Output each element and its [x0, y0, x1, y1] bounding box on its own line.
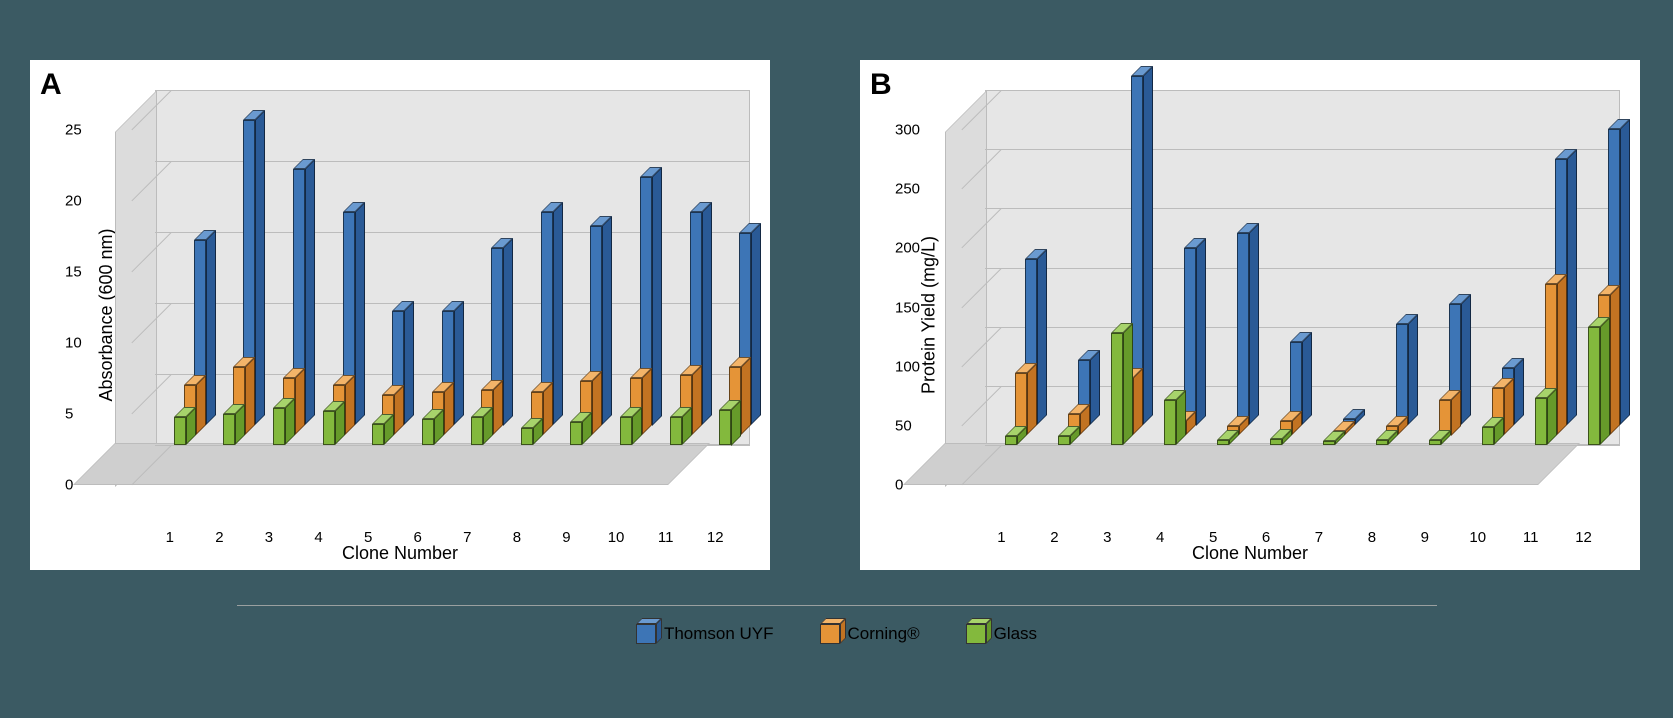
x-tick-label: 4 [314, 529, 322, 546]
y-tick-label: 50 [895, 417, 941, 434]
legend-label: Glass [994, 624, 1037, 644]
chart-floor [903, 443, 1580, 485]
bar [323, 411, 335, 445]
bar [1270, 439, 1282, 445]
bar [1376, 440, 1388, 445]
bar [223, 414, 235, 445]
y-tick-label: 0 [895, 477, 941, 494]
bar [570, 422, 582, 445]
legend-divider [237, 605, 1437, 606]
bar [273, 408, 285, 445]
panel-b: B Protein Yield (mg/L) Clone Number 0501… [860, 60, 1640, 570]
gridline [985, 445, 1620, 446]
bar [1323, 441, 1335, 445]
y-tick-label: 100 [895, 358, 941, 375]
gridline [155, 445, 750, 446]
x-tick-label: 2 [215, 529, 223, 546]
y-tick-label: 10 [65, 335, 111, 352]
legend-item: Glass [966, 624, 1037, 644]
bar [1005, 436, 1017, 445]
legend-label: Thomson UYF [664, 624, 774, 644]
legend-item: Corning® [820, 624, 920, 644]
panel-letter-b: B [870, 68, 892, 102]
legend-swatch-icon [966, 624, 986, 644]
x-tick-label: 4 [1156, 529, 1164, 546]
chart-side-wall [115, 90, 157, 487]
x-tick-label: 7 [1315, 529, 1323, 546]
x-tick-label: 5 [1209, 529, 1217, 546]
xlabel-a: Clone Number [342, 543, 458, 564]
y-tick-label: 250 [895, 181, 941, 198]
x-tick-label: 12 [1575, 529, 1592, 546]
bar [1429, 440, 1441, 445]
bar [372, 424, 384, 445]
xlabel-b: Clone Number [1192, 543, 1308, 564]
legend: Thomson UYF Corning® Glass [237, 605, 1437, 644]
x-tick-label: 6 [414, 529, 422, 546]
x-tick-label: 1 [166, 529, 174, 546]
legend-item: Thomson UYF [636, 624, 774, 644]
x-tick-label: 3 [265, 529, 273, 546]
x-tick-label: 10 [1469, 529, 1486, 546]
bar [1164, 400, 1176, 445]
x-tick-label: 11 [1523, 529, 1539, 546]
x-tick-label: 6 [1262, 529, 1270, 546]
bar [174, 417, 186, 445]
x-tick-label: 9 [562, 529, 570, 546]
y-tick-label: 25 [65, 122, 111, 139]
bar [1588, 327, 1600, 445]
x-tick-label: 11 [658, 529, 674, 546]
x-tick-label: 9 [1421, 529, 1429, 546]
bar [1217, 440, 1229, 445]
legend-swatch-icon [820, 624, 840, 644]
panel-letter-a: A [40, 68, 62, 102]
bar [719, 410, 731, 446]
bars-layer [155, 90, 750, 445]
panel-a: A Absorbance (600 nm) Clone Number 05101… [30, 60, 770, 570]
bar [521, 428, 533, 445]
bar [620, 417, 632, 445]
bar [1482, 427, 1494, 445]
chart-floor [73, 443, 710, 485]
bars-layer [985, 90, 1620, 445]
bar [670, 417, 682, 445]
chart-a: 0510152025123456789101112 [115, 90, 750, 485]
bar [1535, 398, 1547, 445]
y-tick-label: 300 [895, 122, 941, 139]
x-tick-label: 7 [463, 529, 471, 546]
x-tick-label: 10 [608, 529, 625, 546]
ylabel-a: Absorbance (600 nm) [96, 228, 117, 401]
bar [471, 417, 483, 445]
bar [1184, 248, 1196, 426]
legend-label: Corning® [848, 624, 920, 644]
y-tick-label: 0 [65, 477, 111, 494]
x-tick-label: 12 [707, 529, 724, 546]
bar [1058, 436, 1070, 445]
bar [422, 419, 434, 445]
y-tick-label: 150 [895, 299, 941, 316]
x-tick-label: 8 [513, 529, 521, 546]
x-tick-label: 2 [1050, 529, 1058, 546]
chart-b: 050100150200250300123456789101112 [945, 90, 1620, 485]
x-tick-label: 5 [364, 529, 372, 546]
legend-swatch-icon [636, 624, 656, 644]
x-tick-label: 3 [1103, 529, 1111, 546]
x-tick-label: 8 [1368, 529, 1376, 546]
y-tick-label: 20 [65, 193, 111, 210]
figure-stage: A Absorbance (600 nm) Clone Number 05101… [0, 0, 1673, 718]
bar [1111, 333, 1123, 445]
y-tick-label: 200 [895, 240, 941, 257]
x-tick-label: 1 [997, 529, 1005, 546]
bar [1396, 324, 1408, 425]
y-tick-label: 15 [65, 264, 111, 281]
y-tick-label: 5 [65, 406, 111, 423]
bar [1237, 233, 1249, 425]
